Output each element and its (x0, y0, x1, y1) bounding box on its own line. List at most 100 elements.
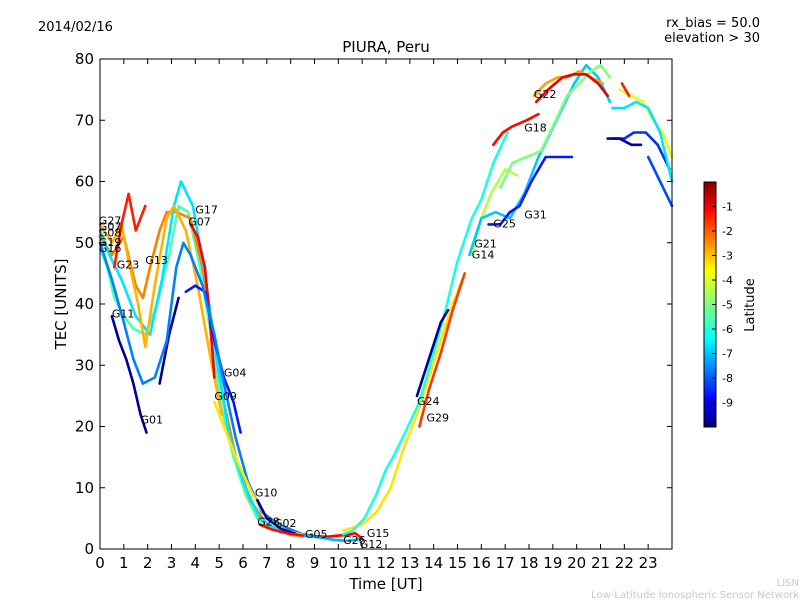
y-axis-label: TEC [UNITS] (52, 259, 70, 351)
colorbar-tick-label: -5 (722, 299, 733, 312)
y-tick-label: 80 (75, 50, 94, 68)
colorbar-tick-label: -2 (722, 225, 733, 238)
x-tick-label: 18 (519, 554, 538, 572)
rx-bias-label: rx_bias = 50.0 (666, 16, 760, 31)
series-line (415, 308, 450, 398)
colorbar-tick-label: -8 (722, 372, 733, 385)
x-tick-label: 11 (353, 554, 372, 572)
x-axis-label: Time [UT] (348, 575, 422, 593)
footer-long: Low-Latitude Ionospheric Sensor Network (591, 590, 799, 600)
satellite-label: G07 (99, 221, 122, 234)
date-label: 2014/02/16 (38, 20, 113, 35)
satellite-label: G05 (305, 528, 328, 541)
x-tick-label: 3 (167, 554, 177, 572)
series-line (303, 534, 362, 543)
series-line (256, 498, 297, 535)
x-tick-label: 23 (639, 554, 658, 572)
series-line (110, 315, 148, 434)
colorbar-label: Latitude (743, 278, 758, 332)
y-tick-label: 20 (75, 418, 94, 436)
satellite-label: G12 (360, 538, 383, 551)
y-tick-label: 40 (75, 295, 94, 313)
satellite-label: G18 (524, 121, 547, 134)
colorbar-tick-label: -6 (722, 323, 733, 336)
series-line (98, 180, 328, 539)
satellite-label: G07 (188, 216, 211, 229)
series-line (499, 63, 612, 189)
plot-area (100, 59, 672, 549)
axis-ticks: 0 1 2 3 4 5 6 7 8 9 10 11 12 13 14 15 16 17 18 19 20 21 22 2301… (75, 50, 672, 572)
series-line (344, 531, 364, 540)
x-tick-label: 2 (143, 554, 153, 572)
footer-short: LISN (777, 578, 799, 589)
x-tick-label: 19 (543, 554, 562, 572)
y-tick-label: 0 (84, 540, 94, 558)
colorbar-tick-label: -4 (722, 274, 733, 287)
colorbar-tick-label: -1 (722, 201, 733, 214)
satellite-label: G24 (417, 395, 440, 408)
series-line (418, 272, 466, 428)
series-line (606, 137, 643, 147)
x-tick-label: 9 (310, 554, 320, 572)
x-tick-label: 5 (214, 554, 224, 572)
elevation-label: elevation > 30 (664, 31, 760, 46)
series-line (158, 296, 180, 385)
satellite-label: G16 (99, 242, 122, 255)
series-line (341, 131, 509, 536)
x-tick-label: 20 (567, 554, 586, 572)
satellite-label: G13 (145, 254, 168, 267)
satellite-label: G14 (472, 249, 495, 262)
series-layer (98, 63, 674, 543)
colorbar-tick-label: -7 (722, 348, 733, 361)
colorbar-tick-label: -9 (722, 397, 733, 410)
series-line (492, 112, 540, 147)
satellite-label: G19 (99, 236, 122, 249)
x-tick-label: 7 (262, 554, 272, 572)
satellite-label: G15 (367, 527, 390, 540)
satellite-label: G10 (255, 486, 278, 499)
x-tick-label: 0 (95, 554, 105, 572)
series-line (113, 192, 147, 269)
satellite-label: G27 (99, 214, 122, 227)
x-tick-label: 8 (286, 554, 296, 572)
x-tick-label: 13 (400, 554, 419, 572)
x-tick-label: 1 (119, 554, 129, 572)
y-tick-label: 70 (75, 111, 94, 129)
colorbar-ticks: -1 -2 -3 -4 -5 -6 -7 -8 -9 (712, 201, 733, 410)
x-tick-label: 6 (238, 554, 248, 572)
satellite-label: G22 (534, 88, 557, 101)
satellite-label: G11 (112, 308, 135, 321)
x-tick-label: 22 (615, 554, 634, 572)
series-line (189, 223, 216, 379)
satellite-label: G08 (99, 227, 122, 240)
y-tick-label: 10 (75, 479, 94, 497)
satellite-label: G23 (117, 259, 140, 272)
x-tick-label: 12 (376, 554, 395, 572)
x-tick-label: 4 (191, 554, 201, 572)
series-line (534, 73, 609, 104)
series-line (611, 100, 674, 183)
x-tick-label: 16 (472, 554, 491, 572)
colorbar-tick-label: -3 (722, 250, 733, 263)
y-tick-label: 30 (75, 356, 94, 374)
x-tick-label: 15 (448, 554, 467, 572)
x-tick-label: 10 (329, 554, 348, 572)
satellite-label: G09 (214, 390, 237, 403)
satellite-label: G04 (224, 366, 247, 379)
y-tick-label: 60 (75, 173, 94, 191)
series-line (620, 82, 631, 98)
chart-title: PIURA, Peru (342, 38, 429, 56)
satellite-label: G02 (274, 517, 297, 530)
satellite-label: G29 (427, 412, 450, 425)
series-line (646, 155, 674, 208)
series-line (487, 155, 574, 226)
satellite-label: G17 (195, 203, 218, 216)
satellite-label: G28 (257, 516, 280, 529)
satellite-label: G21 (474, 238, 497, 251)
x-tick-label: 14 (424, 554, 443, 572)
series-line (258, 523, 352, 539)
satellite-label: G31 (524, 208, 547, 221)
satellite-label: G26 (343, 534, 366, 547)
